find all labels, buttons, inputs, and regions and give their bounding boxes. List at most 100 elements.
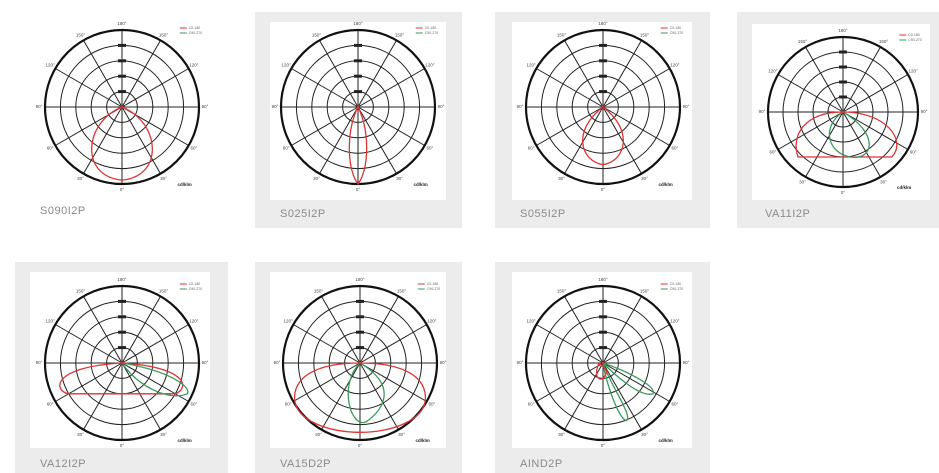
angle-label: 30° <box>160 176 167 181</box>
scale-mark <box>118 43 126 47</box>
grid-spoke <box>359 362 427 402</box>
unit-label: cd/klm <box>413 182 427 187</box>
unit-label: cd/klm <box>658 182 672 187</box>
angle-label: 90° <box>274 360 281 365</box>
scale-mark <box>599 74 607 78</box>
grid-spoke <box>121 362 161 430</box>
grid-spoke <box>842 46 881 113</box>
angle-label: 30° <box>77 432 84 437</box>
angle-label: 150° <box>640 32 650 37</box>
unit-label: cd/klm <box>177 438 191 443</box>
angle-label: 30° <box>641 176 648 181</box>
angle-label: 120° <box>908 69 918 74</box>
angle-label: 60° <box>426 146 433 151</box>
angle-label: 120° <box>425 63 435 68</box>
center-dot <box>120 361 124 365</box>
angle-label: 150° <box>312 32 322 37</box>
angle-label: 60° <box>528 146 535 151</box>
grid-spoke <box>321 296 361 364</box>
angle-label: 30° <box>396 176 403 181</box>
angle-label: 60° <box>285 402 292 407</box>
angle-label: 150° <box>314 288 324 293</box>
angle-label: 180° <box>598 21 608 26</box>
angle-label: 30° <box>558 432 565 437</box>
scale-mark <box>354 59 362 63</box>
angle-label: 150° <box>76 32 86 37</box>
grid-spoke <box>55 362 123 402</box>
grid-spoke <box>777 74 844 113</box>
center-dot <box>841 110 845 114</box>
grid-spoke <box>359 296 399 364</box>
scale-mark <box>356 346 364 350</box>
scale-mark <box>839 80 847 84</box>
legend-label: C0-180 <box>670 282 682 286</box>
diagram-card: 180° 150° 150° 120° 120° 90° 90° 60° 60° 30° 30° 0°… <box>495 262 710 473</box>
legend-label: C0-180 <box>427 282 439 286</box>
grid-spoke <box>291 106 359 146</box>
scale-mark <box>356 299 364 303</box>
intensity-curve <box>92 107 153 180</box>
grid-spoke <box>293 324 361 364</box>
angle-label: 150° <box>879 39 889 44</box>
angle-label: 180° <box>117 277 127 282</box>
grid-spoke <box>319 40 359 108</box>
angle-label: 180° <box>838 28 848 33</box>
intensity-curve <box>597 363 607 379</box>
grid-spoke <box>602 362 642 430</box>
grid-spoke <box>83 296 123 364</box>
grid-spoke <box>602 106 642 174</box>
legend-label: C0-180 <box>908 33 920 37</box>
scale-mark <box>839 95 847 99</box>
legend-label: C0-180 <box>425 26 437 30</box>
angle-label: 120° <box>768 69 778 74</box>
angle-label: 120° <box>45 319 55 324</box>
legend-label: C0-180 <box>189 282 201 286</box>
grid-spoke <box>357 106 397 174</box>
angle-label: 120° <box>189 63 199 68</box>
scale-mark <box>599 299 607 303</box>
scale-mark <box>118 299 126 303</box>
scale-mark <box>599 90 607 94</box>
grid-spoke <box>83 40 123 108</box>
diagram-card: 180° 150° 150° 120° 120° 90° 90° 60° 60° 30° 30° 0°… <box>15 262 228 473</box>
grid-spoke <box>842 111 881 178</box>
grid-spoke <box>359 362 399 430</box>
legend-label: C90-270 <box>425 31 438 35</box>
intensity-curve <box>603 363 628 421</box>
angle-label: 150° <box>159 32 169 37</box>
angle-label: 30° <box>558 176 565 181</box>
intensity-curve <box>829 112 869 157</box>
scale-mark <box>118 59 126 63</box>
angle-label: 0° <box>841 190 846 195</box>
angle-label: 90° <box>438 104 445 109</box>
scale-mark <box>354 90 362 94</box>
angle-label: 90° <box>759 109 766 114</box>
angle-label: 120° <box>283 319 293 324</box>
angle-label: 60° <box>769 150 776 155</box>
angle-label: 90° <box>36 360 43 365</box>
angle-label: 0° <box>601 443 606 448</box>
angle-label: 120° <box>526 63 536 68</box>
diagram-label: S090I2P <box>40 205 86 217</box>
center-dot <box>120 105 124 109</box>
intensity-curve <box>295 363 426 432</box>
outer-ring <box>281 284 439 442</box>
scale-mark <box>599 315 607 319</box>
intensity-curve <box>583 107 624 165</box>
scale-mark <box>599 59 607 63</box>
angle-label: 60° <box>528 402 535 407</box>
angle-label: 150° <box>159 288 169 293</box>
diagram-label: S055I2P <box>520 208 566 220</box>
grid-spoke <box>55 68 123 108</box>
angle-label: 90° <box>272 104 279 109</box>
angle-label: 90° <box>202 104 209 109</box>
grid-spoke <box>359 324 427 364</box>
diagram-label: S025I2P <box>280 208 326 220</box>
angle-label: 120° <box>670 63 680 68</box>
grid-spoke <box>536 106 604 146</box>
grid-spoke <box>121 68 189 108</box>
diagram-card: 180° 150° 150° 120° 120° 90° 90° 60° 60° 30° 30° 0°… <box>10 10 230 217</box>
scale-mark <box>118 346 126 350</box>
angle-label: 120° <box>526 319 536 324</box>
